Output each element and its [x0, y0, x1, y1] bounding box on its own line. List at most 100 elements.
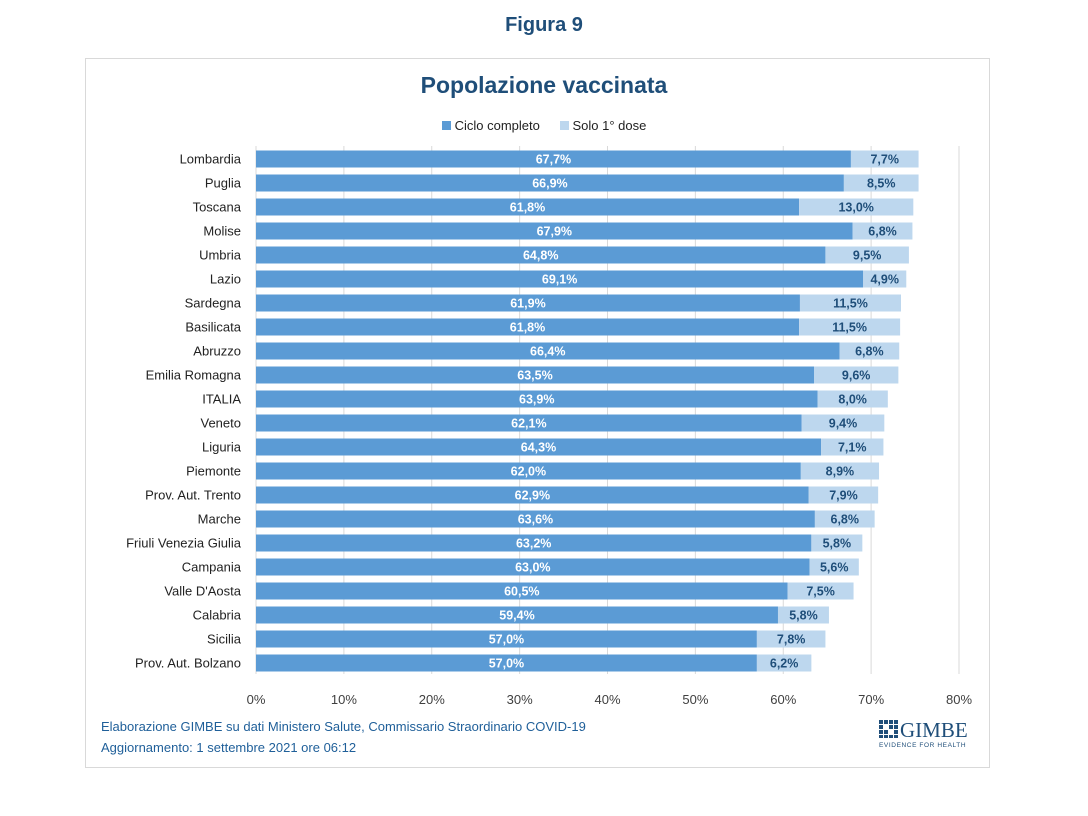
x-tick-label: 60% [770, 692, 796, 707]
bar-solo-1-dose [777, 606, 829, 624]
bar-ciclo-completo [256, 558, 810, 576]
bar-ciclo-completo [256, 582, 788, 600]
x-tick-label: 0% [247, 692, 266, 707]
category-label: Campania [182, 560, 242, 575]
bar-solo-1-dose [843, 174, 919, 192]
data-label-ciclo-completo: 62,1% [511, 417, 546, 431]
data-label-solo-1-dose: 5,6% [820, 561, 849, 575]
bar-ciclo-completo [256, 654, 757, 672]
bar-ciclo-completo [256, 150, 851, 168]
bar-ciclo-completo [256, 462, 801, 480]
data-label-ciclo-completo: 62,9% [515, 489, 550, 503]
bar-solo-1-dose [821, 438, 884, 456]
category-label: Lazio [210, 272, 241, 287]
data-label-ciclo-completo: 64,3% [521, 441, 556, 455]
bar-ciclo-completo [256, 342, 840, 360]
data-label-solo-1-dose: 13,0% [838, 201, 873, 215]
data-label-ciclo-completo: 63,0% [515, 561, 550, 575]
data-label-ciclo-completo: 66,9% [532, 177, 567, 191]
bar-ciclo-completo [256, 510, 815, 528]
data-label-ciclo-completo: 67,7% [536, 153, 571, 167]
bar-ciclo-completo [256, 198, 800, 216]
bar-ciclo-completo [256, 534, 812, 552]
data-label-solo-1-dose: 6,2% [770, 657, 799, 671]
legend-item-ciclo-completo: Ciclo completo [441, 118, 540, 133]
category-label: ITALIA [202, 392, 241, 407]
bar-ciclo-completo [256, 414, 802, 432]
data-label-ciclo-completo: 69,1% [542, 273, 577, 287]
legend-swatch-ciclo-completo [441, 121, 451, 130]
data-label-ciclo-completo: 60,5% [504, 585, 539, 599]
bar-solo-1-dose [756, 630, 826, 648]
bar-solo-1-dose [808, 486, 879, 504]
bar-ciclo-completo [256, 222, 853, 240]
data-label-solo-1-dose: 8,5% [867, 177, 896, 191]
data-label-solo-1-dose: 8,0% [838, 393, 867, 407]
bar-ciclo-completo [256, 630, 757, 648]
category-label: Marche [198, 512, 241, 527]
bar-solo-1-dose [811, 534, 863, 552]
x-tick-label: 20% [419, 692, 445, 707]
bar-solo-1-dose [800, 462, 880, 480]
data-label-ciclo-completo: 64,8% [523, 249, 558, 263]
data-label-ciclo-completo: 67,9% [537, 225, 572, 239]
category-label: Liguria [202, 440, 242, 455]
bar-ciclo-completo [256, 318, 800, 336]
legend-label-solo-1-dose: Solo 1° dose [572, 118, 647, 133]
data-label-solo-1-dose: 8,9% [826, 465, 855, 479]
bar-solo-1-dose [799, 294, 902, 312]
data-label-solo-1-dose: 4,9% [870, 273, 899, 287]
data-label-ciclo-completo: 66,4% [530, 345, 565, 359]
data-label-ciclo-completo: 57,0% [489, 633, 524, 647]
category-label: Emilia Romagna [146, 368, 242, 383]
category-label: Sardegna [185, 296, 242, 311]
data-label-ciclo-completo: 57,0% [489, 657, 524, 671]
gimbe-logo: GIMBE EVIDENCE FOR HEALTH [878, 718, 968, 750]
data-label-solo-1-dose: 9,4% [829, 417, 858, 431]
logo-wordmark: GIMBE [900, 718, 968, 742]
data-label-solo-1-dose: 9,6% [842, 369, 871, 383]
figure-label: Figura 9 [505, 14, 583, 36]
bar-ciclo-completo [256, 606, 778, 624]
category-label: Abruzzo [193, 344, 241, 359]
data-label-solo-1-dose: 5,8% [823, 537, 852, 551]
data-label-ciclo-completo: 63,6% [518, 513, 553, 527]
bar-solo-1-dose [863, 270, 907, 288]
data-label-solo-1-dose: 5,8% [789, 609, 818, 623]
x-tick-label: 30% [507, 692, 533, 707]
data-label-solo-1-dose: 7,1% [838, 441, 867, 455]
bar-solo-1-dose [799, 318, 901, 336]
category-label: Friuli Venezia Giulia [126, 536, 242, 551]
bar-solo-1-dose [825, 246, 909, 264]
logo-tagline: EVIDENCE FOR HEALTH [879, 742, 966, 749]
chart-frame [85, 58, 990, 768]
data-label-solo-1-dose: 7,8% [777, 633, 806, 647]
category-label: Molise [203, 224, 241, 239]
legend: Ciclo completo Solo 1° dose [0, 118, 1088, 133]
bar-ciclo-completo [256, 486, 809, 504]
data-label-solo-1-dose: 6,8% [831, 513, 860, 527]
data-label-solo-1-dose: 6,8% [868, 225, 897, 239]
footer-update: Aggiornamento: 1 settembre 2021 ore 06:1… [101, 740, 357, 755]
bar-ciclo-completo [256, 390, 818, 408]
data-label-ciclo-completo: 61,8% [510, 201, 545, 215]
data-label-solo-1-dose: 11,5% [832, 321, 867, 335]
x-tick-label: 80% [946, 692, 972, 707]
bar-solo-1-dose [839, 342, 900, 360]
category-label: Prov. Aut. Bolzano [135, 656, 241, 671]
legend-label-ciclo-completo: Ciclo completo [454, 118, 540, 133]
category-label: Umbria [199, 248, 242, 263]
data-label-ciclo-completo: 61,9% [510, 297, 545, 311]
gimbe-logo-mark: GIMBE EVIDENCE FOR HEALTH [879, 718, 968, 749]
data-label-ciclo-completo: 59,4% [499, 609, 534, 623]
bar-solo-1-dose [787, 582, 854, 600]
bar-ciclo-completo [256, 246, 826, 264]
bar-ciclo-completo [256, 294, 800, 312]
bar-solo-1-dose [814, 366, 899, 384]
data-label-solo-1-dose: 9,5% [853, 249, 882, 263]
category-label: Prov. Aut. Trento [145, 488, 241, 503]
bar-solo-1-dose [801, 414, 885, 432]
bar-solo-1-dose [809, 558, 859, 576]
data-label-ciclo-completo: 63,5% [517, 369, 552, 383]
